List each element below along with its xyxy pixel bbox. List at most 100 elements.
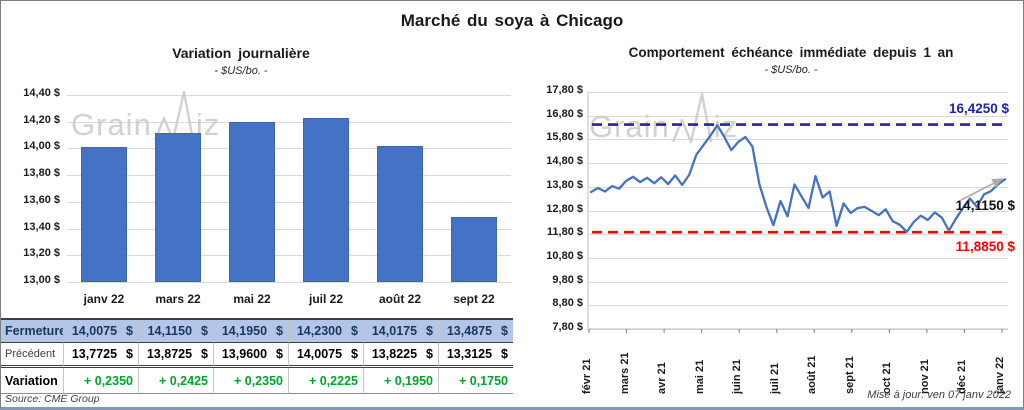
grainwiz-watermark: Grain iz (71, 90, 221, 143)
table-cell: 14,1150 $ (138, 320, 213, 343)
bar (81, 147, 127, 282)
bar-y-axis-label: 13,60 $ (23, 193, 60, 206)
line-y-axis-label: 9,80 $ (552, 273, 583, 286)
price-table: Fermeture 14,0075 $14,1150 $14,1950 $14,2300… (1, 318, 513, 394)
table-cell: 13,9600 $ (213, 343, 288, 368)
bar-x-axis-label: mai 22 (233, 292, 271, 306)
gridline (67, 228, 511, 230)
line-chart-subtitle: - $US/bo. - (764, 64, 818, 76)
line-x-axis-label: août 21 (806, 355, 819, 394)
gridline (588, 234, 1008, 236)
gridline (588, 210, 1008, 212)
table-cell: + 0,2350 (213, 368, 288, 394)
bar-y-axis-label: 14,20 $ (23, 113, 60, 126)
table-row-label: Fermeture (1, 320, 66, 343)
table-cell: 14,1950 $ (213, 320, 288, 343)
line-y-axis-label: 15,80 $ (546, 131, 583, 144)
gridline (588, 281, 1008, 283)
line-y-axis-label: 12,80 $ (546, 202, 583, 215)
table-cell: + 0,2225 (288, 368, 363, 394)
line-y-axis-label: 13,80 $ (546, 178, 583, 191)
line-x-axis-label: juin 21 (731, 359, 744, 394)
gridline (67, 95, 511, 96)
table-cell: 14,0175 $ (363, 320, 438, 343)
updated-note: Mise à jour: ven 07 janv 2022 (867, 389, 1011, 401)
line-y-axis-label: 16,80 $ (546, 107, 583, 120)
table-row-label: Variation (1, 368, 63, 394)
line-x-axis-label: déc 21 (956, 359, 969, 394)
gridline (588, 305, 1008, 307)
line-x-axis-label: juil 21 (768, 362, 781, 394)
bar-x-axis-label: janv 22 (83, 292, 125, 306)
source-note: Source: CME Group (5, 393, 100, 405)
watermark-text-suffix: iz (713, 109, 739, 144)
line-x-axis-label: mai 21 (693, 359, 706, 394)
yearly-low-value-label: 11,8850 $ (955, 239, 1015, 254)
gridline (588, 92, 1008, 93)
table-cell: 13,7725 $ (63, 343, 138, 368)
watermark-text-suffix: iz (195, 107, 221, 142)
table-cell: + 0,2350 (63, 368, 138, 394)
watermark-text-prefix: Grain (71, 107, 152, 142)
bar-y-axis-label: 13,00 $ (23, 274, 60, 286)
bar (229, 122, 275, 282)
bar-y-axis-label: 13,40 $ (23, 220, 60, 233)
table-cell: 14,0075 $ (63, 320, 138, 343)
table-cell: 14,0075 $ (288, 343, 363, 368)
gridline (67, 255, 511, 257)
table-row-label: Précédent (1, 343, 63, 368)
line-x-axis-label: avr 21 (656, 362, 669, 394)
grainwiz-watermark: Grain iz (589, 92, 739, 145)
bar-x-axis-label: sept 22 (453, 292, 495, 306)
watermark-zigzag-icon (671, 92, 712, 144)
gridline (588, 139, 1008, 141)
bar-y-axis-label: 13,20 $ (23, 247, 60, 260)
trend-arrow (960, 178, 1004, 201)
gridline (67, 201, 511, 203)
line-x-axis-label: févr 21 (581, 358, 593, 394)
bar-y-axis-label: 14,40 $ (23, 87, 60, 99)
line-chart-axes (587, 92, 1008, 333)
table-cell: 14,2300 $ (288, 320, 363, 343)
table-cell: + 0,2425 (138, 368, 213, 394)
bar (451, 216, 497, 282)
table-cell: 13,8725 $ (138, 343, 213, 368)
line-y-axis-label: 14,80 $ (546, 155, 583, 168)
page-title: Marché du soya à Chicago (400, 11, 624, 30)
gridline (67, 175, 511, 177)
gridline (67, 148, 511, 150)
bar-chart-title: Variation journalière (172, 45, 310, 61)
gridline (67, 282, 511, 283)
line-y-axis-label: 7,80 $ (552, 321, 583, 333)
last-close-value-label: 14,1150 $ (955, 198, 1015, 213)
bar (377, 146, 423, 282)
bar-x-axis-label: mars 22 (155, 292, 201, 306)
bar-x-axis-label: juil 22 (308, 292, 343, 306)
line-y-axis-label: 11,80 $ (546, 226, 583, 239)
line-chart-title: Comportement échéance immédiate depuis 1… (628, 45, 954, 60)
line-x-axis-label: sept 21 (843, 356, 856, 394)
gridline (588, 163, 1008, 165)
table-cell: 13,8225 $ (363, 343, 438, 368)
line-x-axis-label: mars 21 (618, 352, 631, 394)
price-series-line (589, 124, 1007, 233)
table-cell: 13,4875 $ (438, 320, 513, 343)
table-cell: 13,3125 $ (438, 343, 513, 368)
line-x-axis-label: janv 22 (994, 356, 1006, 394)
line-x-axis-label: nov 21 (918, 359, 931, 394)
gridline (588, 186, 1008, 188)
bar-y-axis-label: 14,00 $ (23, 140, 60, 153)
gridline (588, 115, 1008, 117)
bar-y-axis-label: 13,80 $ (23, 167, 60, 180)
bar (303, 117, 349, 282)
table-cell: + 0,1750 (438, 368, 513, 394)
watermark-text-prefix: Grain (589, 109, 670, 144)
yearly-high-value-label: 16,4250 $ (948, 101, 1009, 116)
line-y-axis-label: 8,80 $ (552, 297, 583, 310)
line-x-axis-label: oct 21 (881, 362, 894, 394)
bar-chart-subtitle: - $US/bo. - (214, 65, 268, 77)
table-cell: + 0,1950 (363, 368, 438, 394)
line-y-axis-label: 10,80 $ (546, 249, 583, 262)
